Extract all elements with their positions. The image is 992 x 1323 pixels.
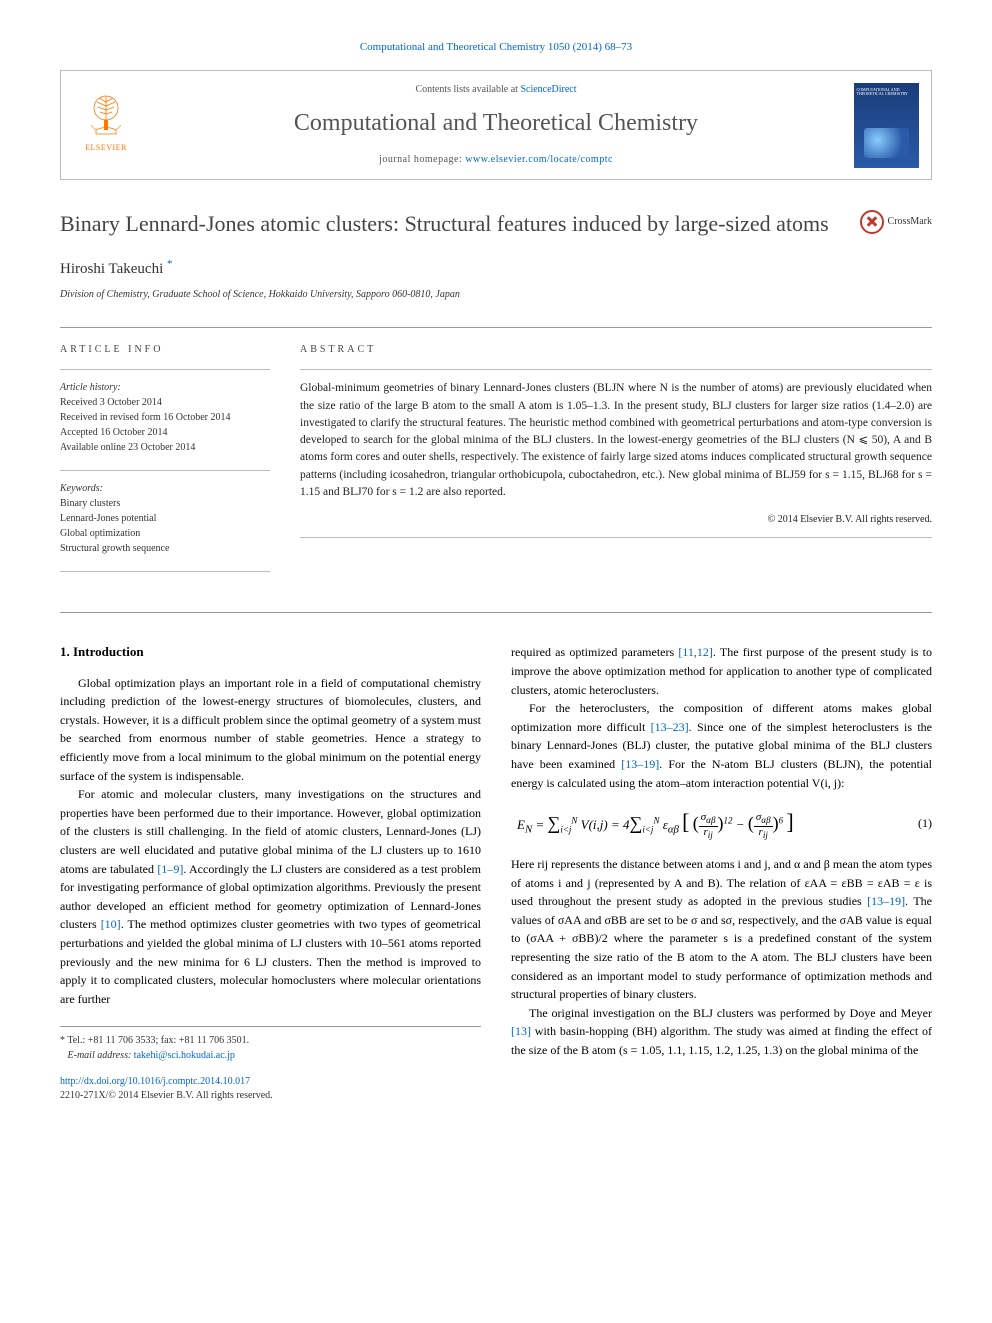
info-divider-3 (60, 571, 270, 572)
homepage-link[interactable]: www.elsevier.com/locate/comptc (465, 154, 613, 165)
citation-line: Computational and Theoretical Chemistry … (60, 40, 932, 55)
doi-block: http://dx.doi.org/10.1016/j.comptc.2014.… (60, 1075, 481, 1103)
intro-p4: For the heteroclusters, the composition … (511, 699, 932, 792)
contents-prefix: Contents lists available at (415, 84, 520, 95)
author-line: Hiroshi Takeuchi * (60, 257, 932, 280)
author-email-link[interactable]: takehi@sci.hokudai.ac.jp (134, 1050, 235, 1061)
cover-graphic (864, 128, 909, 158)
journal-header-box: ELSEVIER Contents lists available at Sci… (60, 70, 932, 180)
revised-date: Received in revised form 16 October 2014 (60, 412, 231, 423)
top-divider (60, 327, 932, 328)
keyword: Lennard-Jones potential (60, 513, 156, 524)
intro-p2: For atomic and molecular clusters, many … (60, 785, 481, 1008)
homepage-prefix: journal homepage: (379, 154, 465, 165)
author-name: Hiroshi Takeuchi (60, 261, 163, 277)
article-history-block: Article history: Received 3 October 2014… (60, 380, 270, 455)
crossmark-icon (860, 210, 884, 234)
elsevier-logo[interactable]: ELSEVIER (71, 90, 141, 160)
email-label: E-mail address: (68, 1050, 132, 1061)
intro-p3: required as optimized parameters [11,12]… (511, 643, 932, 699)
elsevier-label: ELSEVIER (85, 142, 127, 153)
sciencedirect-link[interactable]: ScienceDirect (520, 84, 576, 95)
info-divider-2 (60, 470, 270, 471)
equation-1: EN = ∑i<jN V(i,j) = 4∑i<jN εαβ [ (σαβrij… (511, 807, 932, 840)
keyword: Binary clusters (60, 498, 120, 509)
keywords-block: Keywords: Binary clusters Lennard-Jones … (60, 481, 270, 556)
body-right-column: required as optimized parameters [11,12]… (511, 643, 932, 1103)
introduction-heading: 1. Introduction (60, 643, 481, 661)
body-left-column: 1. Introduction Global optimization play… (60, 643, 481, 1103)
journal-cover-thumbnail[interactable]: COMPUTATIONAL AND THEORETICAL CHEMISTRY (854, 83, 919, 168)
history-label: Article history: (60, 382, 121, 393)
abstract-text: Global-minimum geometries of binary Lenn… (300, 380, 932, 501)
citation-link[interactable]: [10] (101, 917, 121, 931)
received-date: Received 3 October 2014 (60, 397, 162, 408)
doi-link[interactable]: http://dx.doi.org/10.1016/j.comptc.2014.… (60, 1076, 250, 1087)
crossmark-label: CrossMark (888, 215, 932, 229)
citation-link[interactable]: [11,12] (678, 645, 713, 659)
issn-copyright: 2210-271X/© 2014 Elsevier B.V. All right… (60, 1090, 273, 1101)
abstract-copyright: © 2014 Elsevier B.V. All rights reserved… (300, 513, 932, 527)
intro-p5: Here rij represents the distance between… (511, 855, 932, 1004)
contents-available-line: Contents lists available at ScienceDirec… (161, 83, 831, 97)
online-date: Available online 23 October 2014 (60, 442, 195, 453)
citation-link[interactable]: [13] (511, 1024, 531, 1038)
info-divider-1 (60, 369, 270, 370)
accepted-date: Accepted 16 October 2014 (60, 427, 167, 438)
abstract-column: ABSTRACT Global-minimum geometries of bi… (300, 343, 932, 582)
publisher-logo-cell: ELSEVIER (61, 71, 151, 179)
equation-body: EN = ∑i<jN V(i,j) = 4∑i<jN εαβ [ (σαβrij… (511, 807, 918, 840)
correspondence-footnote: * Tel.: +81 11 706 3533; fax: +81 11 706… (60, 1026, 481, 1063)
keyword: Global optimization (60, 528, 140, 539)
tel-fax: Tel.: +81 11 706 3533; fax: +81 11 706 3… (67, 1035, 249, 1046)
journal-name: Computational and Theoretical Chemistry (161, 107, 831, 141)
citation-link[interactable]: [13–23] (651, 720, 689, 734)
journal-cover-cell: COMPUTATIONAL AND THEORETICAL CHEMISTRY (841, 71, 931, 179)
article-info-label: ARTICLE INFO (60, 343, 270, 357)
keywords-label: Keywords: (60, 483, 103, 494)
article-title: Binary Lennard-Jones atomic clusters: St… (60, 210, 860, 238)
article-info-column: ARTICLE INFO Article history: Received 3… (60, 343, 270, 582)
keyword: Structural growth sequence (60, 543, 169, 554)
affiliation: Division of Chemistry, Graduate School o… (60, 288, 932, 302)
abstract-divider-bottom (300, 537, 932, 538)
abstract-divider-top (300, 369, 932, 370)
intro-p1: Global optimization plays an important r… (60, 674, 481, 786)
mid-divider (60, 612, 932, 613)
citation-link[interactable]: [1–9] (157, 862, 183, 876)
elsevier-tree-icon (81, 90, 131, 140)
equation-number: (1) (918, 815, 932, 832)
intro-p6: The original investigation on the BLJ cl… (511, 1004, 932, 1060)
abstract-label: ABSTRACT (300, 343, 932, 357)
header-center: Contents lists available at ScienceDirec… (151, 71, 841, 179)
citation-link[interactable]: [13–19] (621, 757, 659, 771)
journal-homepage-line: journal homepage: www.elsevier.com/locat… (161, 153, 831, 167)
crossmark-badge[interactable]: CrossMark (860, 210, 932, 234)
cover-title: COMPUTATIONAL AND THEORETICAL CHEMISTRY (857, 88, 916, 97)
author-correspondence-marker[interactable]: * (167, 258, 173, 270)
citation-link[interactable]: [13–19] (867, 894, 905, 908)
